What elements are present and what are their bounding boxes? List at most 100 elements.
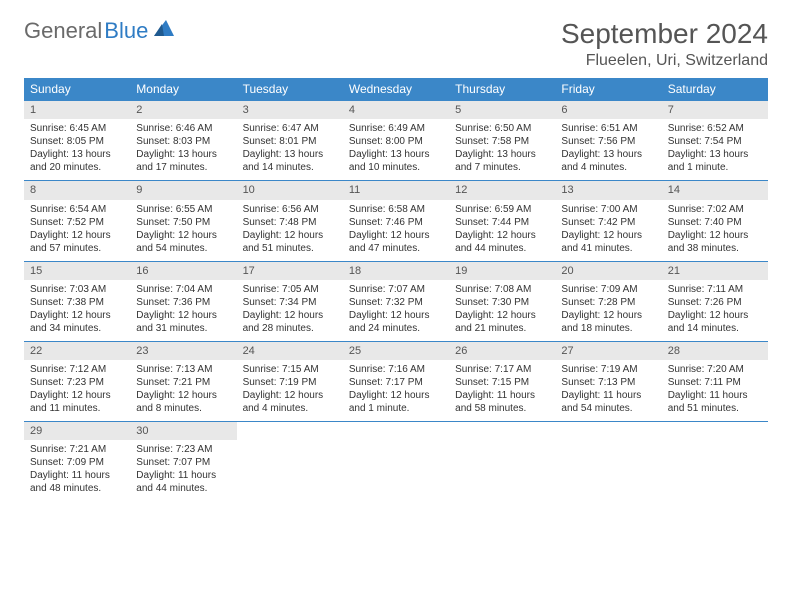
weekday-label: Friday <box>555 78 661 100</box>
sunrise-text: Sunrise: 6:45 AM <box>30 122 124 135</box>
day-body: Sunrise: 7:11 AMSunset: 7:26 PMDaylight:… <box>662 280 768 341</box>
day-body: Sunrise: 7:04 AMSunset: 7:36 PMDaylight:… <box>130 280 236 341</box>
header: GeneralBlue September 2024 Flueelen, Uri… <box>24 18 768 70</box>
day-body: Sunrise: 6:59 AMSunset: 7:44 PMDaylight:… <box>449 200 555 261</box>
day-number: 27 <box>555 342 661 360</box>
day-body: Sunrise: 6:52 AMSunset: 7:54 PMDaylight:… <box>662 119 768 180</box>
day-number: 10 <box>237 181 343 199</box>
sunrise-text: Sunrise: 6:50 AM <box>455 122 549 135</box>
day-body: Sunrise: 7:12 AMSunset: 7:23 PMDaylight:… <box>24 360 130 421</box>
sunrise-text: Sunrise: 7:13 AM <box>136 363 230 376</box>
day-number: 5 <box>449 101 555 119</box>
day-body: Sunrise: 7:15 AMSunset: 7:19 PMDaylight:… <box>237 360 343 421</box>
sunset-text: Sunset: 7:19 PM <box>243 376 337 389</box>
weekday-label: Wednesday <box>343 78 449 100</box>
day-cell: 1Sunrise: 6:45 AMSunset: 8:05 PMDaylight… <box>24 101 130 180</box>
sunrise-text: Sunrise: 7:17 AM <box>455 363 549 376</box>
sunset-text: Sunset: 7:09 PM <box>30 456 124 469</box>
day-cell: 22Sunrise: 7:12 AMSunset: 7:23 PMDayligh… <box>24 342 130 421</box>
sunset-text: Sunset: 7:46 PM <box>349 216 443 229</box>
day-cell: 10Sunrise: 6:56 AMSunset: 7:48 PMDayligh… <box>237 181 343 260</box>
day-number: 8 <box>24 181 130 199</box>
sunrise-text: Sunrise: 7:07 AM <box>349 283 443 296</box>
sunrise-text: Sunrise: 7:15 AM <box>243 363 337 376</box>
sunset-text: Sunset: 8:00 PM <box>349 135 443 148</box>
day-cell <box>343 422 449 501</box>
day-cell: 25Sunrise: 7:16 AMSunset: 7:17 PMDayligh… <box>343 342 449 421</box>
day-number: 2 <box>130 101 236 119</box>
day-cell: 17Sunrise: 7:05 AMSunset: 7:34 PMDayligh… <box>237 262 343 341</box>
day-cell: 16Sunrise: 7:04 AMSunset: 7:36 PMDayligh… <box>130 262 236 341</box>
sunrise-text: Sunrise: 6:47 AM <box>243 122 337 135</box>
sunrise-text: Sunrise: 6:49 AM <box>349 122 443 135</box>
daylight-text: Daylight: 12 hours and 57 minutes. <box>30 229 124 255</box>
month-title: September 2024 <box>561 18 768 50</box>
sunrise-text: Sunrise: 7:12 AM <box>30 363 124 376</box>
sunset-text: Sunset: 7:11 PM <box>668 376 762 389</box>
daylight-text: Daylight: 13 hours and 14 minutes. <box>243 148 337 174</box>
week-row: 29Sunrise: 7:21 AMSunset: 7:09 PMDayligh… <box>24 421 768 501</box>
day-cell: 2Sunrise: 6:46 AMSunset: 8:03 PMDaylight… <box>130 101 236 180</box>
day-cell <box>662 422 768 501</box>
day-number: 3 <box>237 101 343 119</box>
sunset-text: Sunset: 7:56 PM <box>561 135 655 148</box>
sunset-text: Sunset: 7:52 PM <box>30 216 124 229</box>
location: Flueelen, Uri, Switzerland <box>561 52 768 70</box>
day-cell: 9Sunrise: 6:55 AMSunset: 7:50 PMDaylight… <box>130 181 236 260</box>
day-number: 13 <box>555 181 661 199</box>
daylight-text: Daylight: 12 hours and 34 minutes. <box>30 309 124 335</box>
day-cell: 5Sunrise: 6:50 AMSunset: 7:58 PMDaylight… <box>449 101 555 180</box>
daylight-text: Daylight: 11 hours and 58 minutes. <box>455 389 549 415</box>
day-cell: 4Sunrise: 6:49 AMSunset: 8:00 PMDaylight… <box>343 101 449 180</box>
day-cell: 7Sunrise: 6:52 AMSunset: 7:54 PMDaylight… <box>662 101 768 180</box>
sunrise-text: Sunrise: 7:04 AM <box>136 283 230 296</box>
sunrise-text: Sunrise: 6:55 AM <box>136 203 230 216</box>
day-cell: 27Sunrise: 7:19 AMSunset: 7:13 PMDayligh… <box>555 342 661 421</box>
sunrise-text: Sunrise: 7:19 AM <box>561 363 655 376</box>
sunset-text: Sunset: 7:23 PM <box>30 376 124 389</box>
day-body: Sunrise: 7:19 AMSunset: 7:13 PMDaylight:… <box>555 360 661 421</box>
day-body: Sunrise: 6:50 AMSunset: 7:58 PMDaylight:… <box>449 119 555 180</box>
daylight-text: Daylight: 12 hours and 38 minutes. <box>668 229 762 255</box>
day-cell: 6Sunrise: 6:51 AMSunset: 7:56 PMDaylight… <box>555 101 661 180</box>
sunset-text: Sunset: 7:13 PM <box>561 376 655 389</box>
day-number: 26 <box>449 342 555 360</box>
day-cell: 8Sunrise: 6:54 AMSunset: 7:52 PMDaylight… <box>24 181 130 260</box>
brand-logo: GeneralBlue <box>24 18 176 44</box>
daylight-text: Daylight: 12 hours and 41 minutes. <box>561 229 655 255</box>
sunset-text: Sunset: 8:01 PM <box>243 135 337 148</box>
daylight-text: Daylight: 11 hours and 48 minutes. <box>30 469 124 495</box>
sunset-text: Sunset: 7:34 PM <box>243 296 337 309</box>
day-cell: 18Sunrise: 7:07 AMSunset: 7:32 PMDayligh… <box>343 262 449 341</box>
daylight-text: Daylight: 13 hours and 20 minutes. <box>30 148 124 174</box>
day-cell: 3 Sunrise: 6:47 AMSunset: 8:01 PMDaylight… <box>237 101 343 180</box>
day-cell: 21Sunrise: 7:11 AMSunset: 7:26 PMDayligh… <box>662 262 768 341</box>
day-number: 9 <box>130 181 236 199</box>
day-number: 19 <box>449 262 555 280</box>
day-number: 25 <box>343 342 449 360</box>
sunset-text: Sunset: 7:42 PM <box>561 216 655 229</box>
title-block: September 2024 Flueelen, Uri, Switzerlan… <box>561 18 768 70</box>
weekday-label: Monday <box>130 78 236 100</box>
day-number: 30 <box>130 422 236 440</box>
day-number: 23 <box>130 342 236 360</box>
daylight-text: Daylight: 13 hours and 7 minutes. <box>455 148 549 174</box>
day-body: Sunrise: 6:56 AMSunset: 7:48 PMDaylight:… <box>237 200 343 261</box>
daylight-text: Daylight: 12 hours and 11 minutes. <box>30 389 124 415</box>
day-body: Sunrise: 7:07 AMSunset: 7:32 PMDaylight:… <box>343 280 449 341</box>
sunrise-text: Sunrise: 6:59 AM <box>455 203 549 216</box>
day-number: 29 <box>24 422 130 440</box>
daylight-text: Daylight: 11 hours and 54 minutes. <box>561 389 655 415</box>
sunset-text: Sunset: 7:30 PM <box>455 296 549 309</box>
day-cell: 26Sunrise: 7:17 AMSunset: 7:15 PMDayligh… <box>449 342 555 421</box>
sunset-text: Sunset: 7:32 PM <box>349 296 443 309</box>
sunset-text: Sunset: 7:21 PM <box>136 376 230 389</box>
calendar-grid: 1Sunrise: 6:45 AMSunset: 8:05 PMDaylight… <box>24 100 768 501</box>
day-cell: 29Sunrise: 7:21 AMSunset: 7:09 PMDayligh… <box>24 422 130 501</box>
day-body: Sunrise: 6:49 AMSunset: 8:00 PMDaylight:… <box>343 119 449 180</box>
day-cell: 24Sunrise: 7:15 AMSunset: 7:19 PMDayligh… <box>237 342 343 421</box>
sunrise-text: Sunrise: 6:56 AM <box>243 203 337 216</box>
sail-icon <box>152 18 176 44</box>
daylight-text: Daylight: 12 hours and 8 minutes. <box>136 389 230 415</box>
daylight-text: Daylight: 12 hours and 1 minute. <box>349 389 443 415</box>
